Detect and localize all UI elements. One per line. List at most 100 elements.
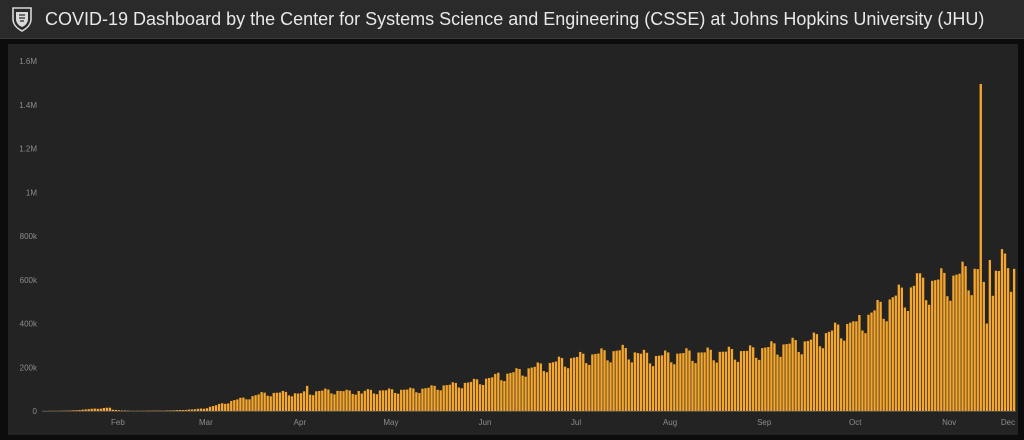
bar[interactable] [864, 333, 867, 411]
bar[interactable] [257, 394, 260, 412]
bar[interactable] [187, 409, 190, 411]
bar[interactable] [639, 353, 643, 411]
bar[interactable] [788, 343, 791, 412]
bar[interactable] [178, 409, 181, 411]
bar[interactable] [488, 377, 491, 411]
bar[interactable] [445, 385, 448, 411]
bar[interactable] [721, 351, 725, 411]
bar[interactable] [882, 318, 885, 411]
bar[interactable] [266, 395, 269, 411]
bar[interactable] [618, 350, 621, 411]
bar[interactable] [706, 347, 709, 411]
bar[interactable] [727, 346, 731, 411]
bar[interactable] [667, 352, 670, 411]
bar[interactable] [93, 408, 96, 411]
bar[interactable] [915, 273, 919, 411]
bar[interactable] [494, 373, 497, 411]
bar[interactable] [287, 395, 291, 411]
bar[interactable] [755, 357, 758, 411]
bar[interactable] [169, 410, 172, 411]
bar[interactable] [175, 410, 178, 411]
bar[interactable] [533, 366, 536, 411]
bar[interactable] [151, 410, 154, 412]
bar[interactable] [724, 351, 728, 411]
bar[interactable] [676, 353, 679, 411]
bar[interactable] [660, 355, 664, 411]
bar[interactable] [409, 387, 412, 411]
bar[interactable] [512, 372, 515, 411]
bar[interactable] [612, 351, 615, 411]
bar[interactable] [527, 368, 530, 411]
bar[interactable] [518, 369, 521, 411]
bar[interactable] [912, 285, 916, 411]
bar[interactable] [970, 295, 973, 411]
bar[interactable] [133, 410, 136, 412]
bar[interactable] [424, 388, 427, 411]
bar[interactable] [961, 261, 964, 411]
bar[interactable] [651, 366, 655, 411]
bar[interactable] [309, 394, 312, 411]
bar[interactable] [909, 287, 913, 411]
bar[interactable] [997, 271, 1001, 411]
bar[interactable] [761, 348, 764, 411]
bar[interactable] [673, 364, 676, 411]
bar[interactable] [102, 407, 106, 411]
bar[interactable] [855, 321, 858, 411]
bar[interactable] [75, 410, 78, 411]
bar[interactable] [393, 392, 397, 411]
bar[interactable] [466, 382, 470, 411]
bar[interactable] [478, 384, 482, 411]
bar[interactable] [794, 340, 797, 411]
bar[interactable] [475, 379, 479, 411]
bar[interactable] [952, 275, 955, 411]
bar[interactable] [964, 266, 967, 411]
bar[interactable] [976, 269, 979, 411]
bar[interactable] [260, 392, 263, 411]
bar[interactable] [378, 390, 382, 411]
bar[interactable] [800, 354, 803, 411]
bar[interactable] [199, 408, 203, 411]
bar[interactable] [205, 408, 209, 411]
bar[interactable] [524, 376, 527, 411]
bar[interactable] [233, 400, 236, 411]
bar[interactable] [767, 347, 770, 411]
bar[interactable] [284, 391, 288, 411]
bar[interactable] [979, 83, 982, 411]
bar[interactable] [779, 356, 782, 411]
bar[interactable] [588, 365, 591, 411]
bar[interactable] [1000, 249, 1004, 412]
bar[interactable] [764, 347, 767, 411]
bar[interactable] [545, 372, 549, 411]
bar[interactable] [172, 410, 175, 411]
bar[interactable] [606, 360, 609, 411]
bar[interactable] [697, 352, 700, 411]
bar[interactable] [849, 322, 852, 412]
bar[interactable] [211, 406, 215, 411]
bar[interactable] [503, 381, 506, 411]
bar[interactable] [809, 339, 812, 411]
bar[interactable] [497, 372, 500, 411]
bar[interactable] [318, 390, 321, 411]
bar[interactable] [312, 395, 315, 411]
bar[interactable] [302, 391, 306, 411]
bar[interactable] [560, 358, 564, 411]
bar[interactable] [718, 351, 721, 411]
bar[interactable] [324, 388, 327, 411]
bar[interactable] [296, 393, 300, 412]
bar[interactable] [448, 384, 451, 411]
bar[interactable] [733, 359, 737, 411]
bar[interactable] [752, 347, 755, 411]
bar[interactable] [988, 260, 992, 411]
bar[interactable] [579, 351, 582, 411]
bar[interactable] [582, 353, 585, 411]
bar[interactable] [657, 355, 661, 411]
bar[interactable] [797, 351, 800, 411]
bar[interactable] [184, 409, 187, 411]
bar[interactable] [321, 390, 324, 411]
bar[interactable] [803, 341, 806, 411]
bar[interactable] [921, 277, 925, 411]
bar[interactable] [830, 330, 834, 412]
bar[interactable] [214, 405, 218, 411]
bar[interactable] [627, 359, 630, 411]
bar[interactable] [931, 280, 934, 411]
